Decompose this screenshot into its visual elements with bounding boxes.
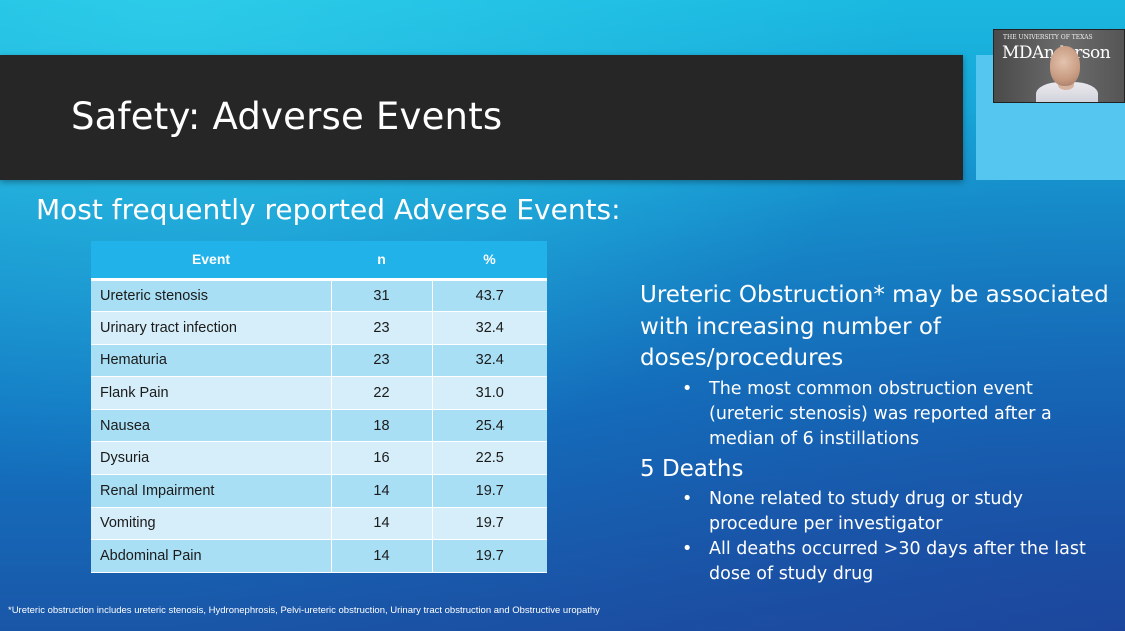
bullet-text: All deaths occurred >30 days after the l…: [709, 538, 1086, 584]
slide-subtitle: Most frequently reported Adverse Events:: [36, 193, 621, 226]
bullet-icon: •: [682, 488, 693, 509]
cell-event: Abdominal Pain: [91, 539, 332, 573]
cell-percent: 32.4: [432, 311, 547, 345]
list-item: • All deaths occurred >30 days after the…: [682, 537, 1110, 587]
cell-percent: 32.4: [432, 344, 547, 378]
table-row: Renal Impairment 14 19.7: [91, 474, 547, 508]
header-event: Event: [91, 241, 331, 281]
bullet-icon: •: [682, 538, 693, 559]
cell-percent: 19.7: [432, 474, 547, 508]
cell-percent: 19.7: [432, 539, 547, 573]
webcam-logo-small: THE UNIVERSITY OF TEXAS: [1003, 34, 1093, 41]
presenter-head: [1050, 46, 1080, 86]
table-row: Urinary tract infection 23 32.4: [91, 311, 547, 345]
title-bar: Safety: Adverse Events: [0, 55, 963, 180]
table-row: Nausea 18 25.4: [91, 409, 547, 443]
cell-event: Urinary tract infection: [91, 311, 332, 345]
cell-event: Nausea: [91, 409, 332, 443]
deaths-heading: 5 Deaths: [640, 455, 744, 482]
cell-n: 16: [331, 441, 433, 476]
bullet-icon: •: [682, 378, 693, 399]
table-row: Abdominal Pain 14 19.7: [91, 539, 547, 573]
table-row: Dysuria 16 22.5: [91, 441, 547, 476]
cell-n: 14: [331, 539, 433, 573]
list-item: • None related to study drug or study pr…: [682, 487, 1110, 537]
cell-event: Flank Pain: [91, 376, 332, 410]
cell-n: 22: [331, 376, 433, 410]
table-header-row: Event n %: [91, 241, 547, 281]
cell-n: 14: [331, 474, 433, 508]
adverse-events-table: Event n % Ureteric stenosis 31 43.7 Urin…: [91, 241, 547, 573]
header-n: n: [331, 241, 432, 281]
cell-event: Hematuria: [91, 344, 332, 378]
cell-n: 23: [331, 311, 433, 345]
cell-percent: 19.7: [432, 507, 547, 541]
summary-text-block: Ureteric Obstruction* may be associated …: [640, 280, 1110, 587]
cell-percent: 31.0: [432, 376, 547, 410]
list-item: • The most common obstruction event (ure…: [682, 377, 1110, 452]
table-row: Ureteric stenosis 31 43.7: [91, 279, 547, 313]
deaths-bullet-list: • None related to study drug or study pr…: [682, 487, 1110, 587]
cell-percent: 43.7: [432, 279, 547, 313]
obstruction-bullet-list: • The most common obstruction event (ure…: [682, 377, 1110, 452]
presenter-body: [1036, 82, 1098, 102]
cell-n: 23: [331, 344, 433, 378]
cell-percent: 22.5: [432, 441, 547, 476]
header-percent: %: [432, 241, 547, 281]
cell-event: Dysuria: [91, 441, 332, 476]
cell-event: Renal Impairment: [91, 474, 332, 508]
cell-n: 14: [331, 507, 433, 541]
cell-event: Vomiting: [91, 507, 332, 541]
bullet-text: The most common obstruction event (urete…: [709, 378, 1052, 449]
slide-footnote: *Ureteric obstruction includes ureteric …: [8, 605, 600, 616]
bullet-text: None related to study drug or study proc…: [709, 488, 1023, 534]
cell-event: Ureteric stenosis: [91, 279, 332, 313]
presenter-webcam[interactable]: THE UNIVERSITY OF TEXAS MDAnderson: [993, 29, 1125, 103]
table-row: Vomiting 14 19.7: [91, 507, 547, 541]
table-row: Flank Pain 22 31.0: [91, 376, 547, 410]
obstruction-heading: Ureteric Obstruction* may be associated …: [640, 282, 1109, 371]
slide-title: Safety: Adverse Events: [71, 95, 503, 138]
table-row: Hematuria 23 32.4: [91, 344, 547, 378]
cell-n: 18: [331, 409, 433, 443]
cell-n: 31: [331, 279, 433, 313]
cell-percent: 25.4: [432, 409, 547, 443]
